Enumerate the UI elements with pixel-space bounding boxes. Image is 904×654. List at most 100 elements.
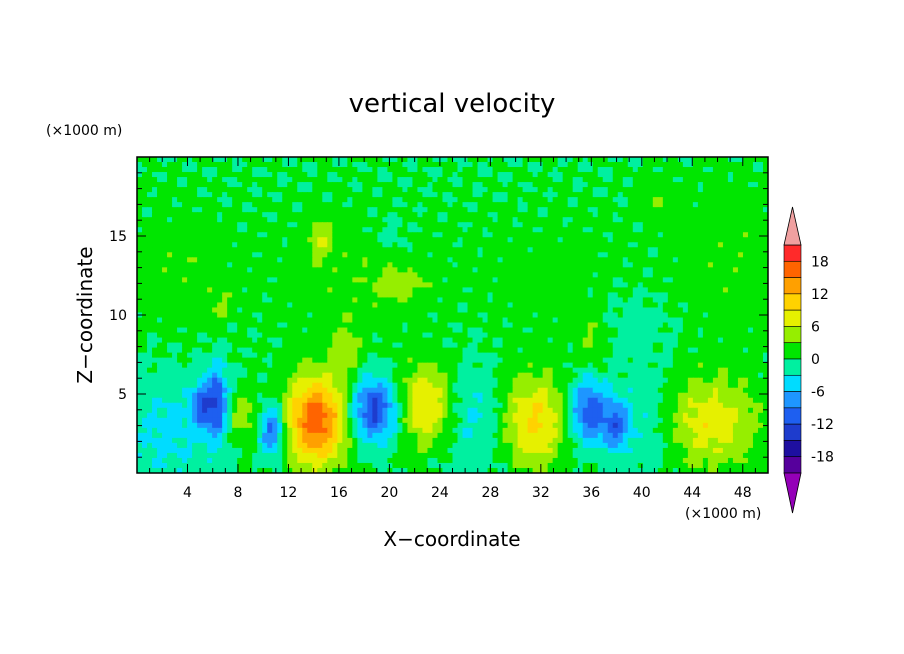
heatmap-cell — [712, 177, 719, 183]
heatmap-cell — [652, 287, 659, 294]
heatmap-cell — [737, 182, 744, 188]
heatmap-cell — [402, 212, 409, 218]
heatmap-cell — [567, 242, 574, 248]
heatmap-cell — [337, 202, 343, 208]
heatmap-cell — [382, 282, 388, 289]
heatmap-cell — [332, 347, 338, 354]
heatmap-cell — [152, 182, 158, 188]
heatmap-cell — [422, 227, 429, 233]
heatmap-cell — [332, 352, 338, 359]
heatmap-cell — [462, 332, 469, 339]
heatmap-cell — [702, 252, 709, 258]
heatmap-cell — [542, 267, 549, 273]
heatmap-cell — [567, 237, 574, 243]
heatmap-cell — [522, 242, 529, 248]
heatmap-cell — [372, 302, 378, 309]
heatmap-cell — [657, 162, 664, 168]
heatmap-cell — [392, 177, 399, 183]
heatmap-cell — [702, 212, 709, 218]
heatmap-cell — [172, 242, 178, 248]
heatmap-cell — [402, 332, 409, 339]
heatmap-cell — [572, 192, 579, 198]
heatmap-cell — [447, 307, 454, 314]
heatmap-cell — [312, 237, 318, 243]
heatmap-cell — [717, 237, 724, 243]
heatmap-cell — [227, 272, 233, 278]
heatmap-cell — [597, 262, 604, 268]
heatmap-cell — [337, 207, 343, 213]
heatmap-cell — [257, 347, 263, 354]
heatmap-cell — [342, 157, 348, 163]
heatmap-cell — [187, 267, 193, 273]
heatmap-cell — [307, 297, 313, 304]
heatmap-cell — [432, 222, 439, 228]
heatmap-cell — [567, 232, 574, 238]
heatmap-cell — [167, 222, 173, 228]
heatmap-cell — [517, 352, 524, 359]
heatmap-cell — [262, 222, 268, 228]
heatmap-cell — [577, 192, 584, 198]
heatmap-cell — [362, 177, 368, 183]
heatmap-cell — [742, 177, 749, 183]
heatmap-cell — [227, 197, 233, 203]
heatmap-cell — [177, 327, 183, 334]
heatmap-cell — [752, 337, 759, 344]
heatmap-cell — [567, 222, 574, 228]
heatmap-cell — [437, 182, 444, 188]
heatmap-cell — [337, 237, 343, 243]
heatmap-cell — [432, 317, 439, 324]
heatmap-cell — [457, 267, 464, 273]
heatmap-cell — [147, 172, 153, 178]
heatmap-cell — [692, 347, 699, 354]
heatmap-cell — [542, 352, 549, 359]
heatmap-cell — [167, 242, 173, 248]
heatmap-cell — [257, 187, 263, 193]
heatmap-cell — [277, 317, 283, 324]
heatmap-cell — [467, 237, 474, 243]
heatmap-cell — [707, 232, 714, 238]
heatmap-cell — [467, 297, 474, 304]
heatmap-cell — [297, 227, 303, 233]
heatmap-cell — [187, 322, 193, 329]
heatmap-cell — [382, 257, 388, 263]
heatmap-cell — [327, 277, 333, 283]
heatmap-cell — [177, 257, 183, 263]
heatmap-cell — [367, 342, 373, 349]
heatmap-cell — [387, 207, 394, 213]
heatmap-cell — [427, 282, 434, 289]
heatmap-cell — [757, 157, 764, 163]
heatmap-cell — [497, 282, 504, 289]
heatmap-cell — [227, 277, 233, 283]
heatmap-cell — [552, 247, 559, 253]
heatmap-cell — [212, 267, 218, 273]
heatmap-cell — [537, 292, 544, 299]
heatmap-cell — [747, 167, 754, 173]
heatmap-cell — [292, 287, 298, 294]
heatmap-cell — [612, 337, 619, 344]
heatmap-cell — [397, 237, 404, 243]
heatmap-cell — [482, 237, 489, 243]
heatmap-cell — [442, 172, 449, 178]
heatmap-cell — [627, 217, 634, 223]
heatmap-cell — [317, 292, 323, 299]
heatmap-cell — [732, 217, 739, 223]
heatmap-cell — [507, 292, 514, 299]
heatmap-cell — [617, 292, 624, 299]
heatmap-cell — [292, 322, 298, 329]
heatmap-cell — [397, 337, 404, 344]
heatmap-cell — [752, 272, 759, 278]
heatmap-cell — [567, 317, 574, 324]
heatmap-cell — [227, 332, 233, 339]
heatmap-cell — [627, 342, 634, 349]
heatmap-cell — [482, 272, 489, 278]
heatmap-cell — [752, 267, 759, 273]
heatmap-cell — [232, 262, 238, 268]
heatmap-cell — [182, 182, 188, 188]
heatmap-cell — [297, 257, 303, 263]
heatmap-cell — [727, 187, 734, 193]
heatmap-cell — [222, 272, 228, 278]
heatmap-cell — [602, 217, 609, 223]
heatmap-cell — [727, 297, 734, 304]
heatmap-cell — [277, 182, 283, 188]
heatmap-cell — [662, 272, 669, 278]
